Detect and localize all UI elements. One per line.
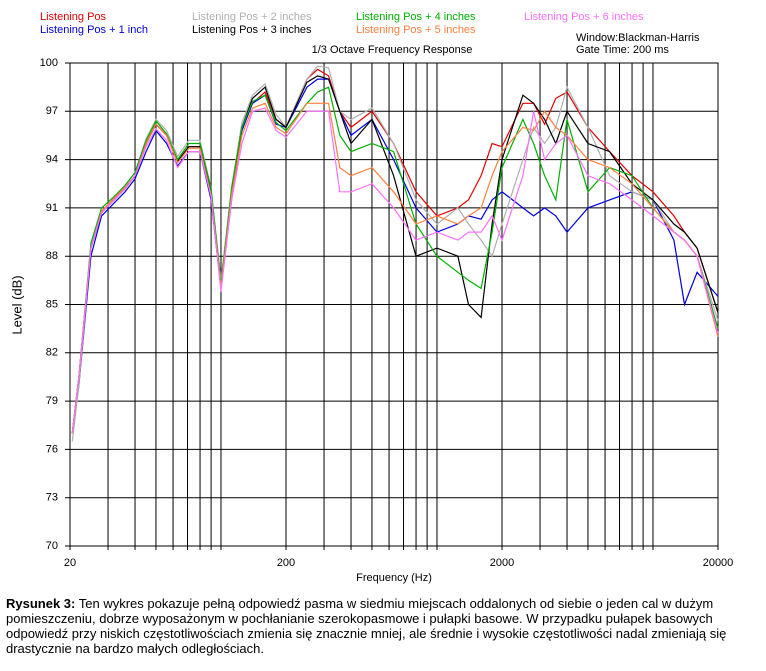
x-tick-label: 2000 xyxy=(490,557,514,569)
series-line xyxy=(71,107,719,434)
legend-entry: Listening Pos + 2 inches xyxy=(192,11,312,23)
y-tick-label: 91 xyxy=(46,202,58,214)
annotation: Gate Time: 200 ms xyxy=(576,44,669,56)
x-tick-label: 20000 xyxy=(703,557,734,569)
legend-entry: Listening Pos + 1 inch xyxy=(40,24,148,36)
caption-text: Ten wykres pokazuje pełną odpowiedź pasm… xyxy=(6,596,727,656)
x-tick-label: 200 xyxy=(277,557,295,569)
x-tick-label: 20 xyxy=(64,557,76,569)
series-line xyxy=(71,68,719,434)
plot-frame xyxy=(69,62,719,547)
chart: 1/3 Octave Frequency Response Window:Bla… xyxy=(9,11,734,584)
y-tick-label: 70 xyxy=(46,540,58,552)
y-tick-label: 76 xyxy=(46,443,58,455)
series-line xyxy=(71,75,719,434)
legend-entry: Listening Pos + 3 inches xyxy=(192,24,312,36)
series-line xyxy=(71,65,719,442)
series-line xyxy=(71,102,719,434)
legend-entry: Listening Pos + 5 inches xyxy=(356,24,476,36)
y-tick-label: 79 xyxy=(46,395,58,407)
y-tick-label: 73 xyxy=(46,492,58,504)
y-tick-label: 94 xyxy=(46,154,58,166)
y-tick-label: 88 xyxy=(46,250,58,262)
y-tick-label: 85 xyxy=(46,298,58,310)
x-axis-label: Frequency (Hz) xyxy=(356,572,432,584)
y-tick-label: 82 xyxy=(46,347,58,359)
legend-entry: Listening Pos xyxy=(40,11,107,23)
series-line xyxy=(71,86,719,434)
chart-title: 1/3 Octave Frequency Response xyxy=(312,44,473,56)
caption-label: Rysunek 3: xyxy=(6,596,76,611)
y-tick-label: 97 xyxy=(46,105,58,117)
legend-entry: Listening Pos + 4 inches xyxy=(356,11,476,23)
legend-entry: Listening Pos + 6 inches xyxy=(524,11,644,23)
y-tick-label: 100 xyxy=(40,57,58,69)
caption: Rysunek 3: Ten wykres pokazuje pełną odp… xyxy=(6,596,751,656)
y-axis-label: Level (dB) xyxy=(9,275,24,334)
annotation: Window:Blackman-Harris xyxy=(576,32,700,44)
